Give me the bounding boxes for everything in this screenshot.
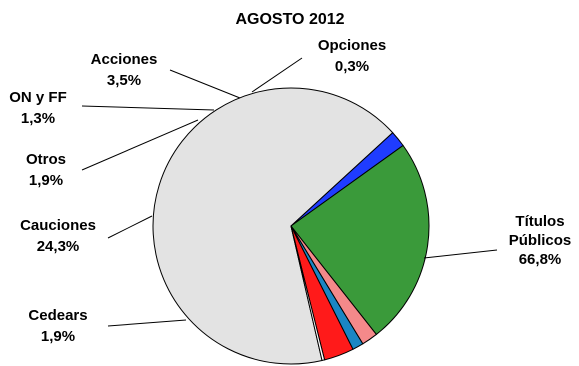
leader-line [423, 249, 498, 259]
leader-line [81, 105, 215, 111]
slice-name-label: Cedears [28, 307, 87, 324]
leader-line [251, 57, 303, 93]
slice-value-label: 1,9% [29, 172, 63, 189]
leader-line [107, 319, 187, 327]
slice-label: ON y FF 1,3% [9, 89, 67, 127]
chart-title: AGOSTO 2012 [235, 11, 344, 28]
slice-name-label: ON y FF [9, 89, 67, 106]
leader-line [81, 119, 199, 171]
leader-line [169, 69, 241, 99]
slice-name-label: Opciones [318, 37, 386, 54]
slice-name-label: Cauciones [20, 217, 96, 234]
slice-name-label: Públicos [509, 232, 572, 249]
slice-name-label: Otros [26, 151, 66, 168]
pie-slice-opciones [290, 225, 326, 362]
slice-name-label: Acciones [91, 51, 158, 68]
pie-slice-cauciones [290, 144, 430, 336]
slice-value-label: 3,5% [107, 72, 141, 89]
slice-label: Cauciones 24,3% [20, 217, 96, 255]
slice-name-label: Títulos [515, 213, 564, 230]
leader-line [107, 215, 153, 239]
slice-value-label: 1,3% [21, 110, 55, 127]
slice-value-label: 0,3% [335, 58, 369, 75]
slice-label: Opciones 0,3% [318, 37, 386, 75]
slice-value-label: 66,8% [519, 251, 562, 268]
slice-value-label: 24,3% [37, 238, 80, 255]
slice-labels: Títulos Públicos 66,8% Cedears 1,9% Cauciones… [9, 37, 571, 345]
slice-label: Títulos Públicos 66,8% [509, 213, 572, 268]
slice-label: Acciones 3,5% [91, 51, 158, 89]
slice-value-label: 1,9% [41, 328, 75, 345]
slice-label: Otros 1,9% [26, 151, 66, 189]
pie-slice-t-tulos-p-blicos [152, 87, 394, 365]
leader-lines [81, 57, 498, 327]
slice-label: Cedears 1,9% [28, 307, 87, 345]
pie-slices [152, 87, 430, 365]
